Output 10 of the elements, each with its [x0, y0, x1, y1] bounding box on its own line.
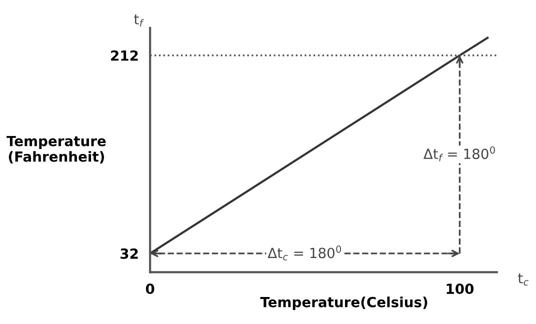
x-axis-title: Temperature(Celsius) — [260, 296, 428, 310]
y-tick-label: 212 — [111, 50, 138, 61]
y-axis-title: Temperature (Fahrenheit) — [6, 136, 106, 164]
text: t$_{c}$ — [518, 273, 528, 286]
x-tick-label: 0 — [146, 284, 154, 294]
annotation: Δt$_{f}$ = 180$^{0}$ — [424, 146, 495, 162]
text: t$_{f}$ — [134, 14, 144, 27]
y-tick-label: 32 — [120, 248, 138, 259]
annotation: Δt$_{c}$ = 180$^{0}$ — [268, 245, 342, 260]
x-tick-label: 100 — [446, 284, 474, 294]
